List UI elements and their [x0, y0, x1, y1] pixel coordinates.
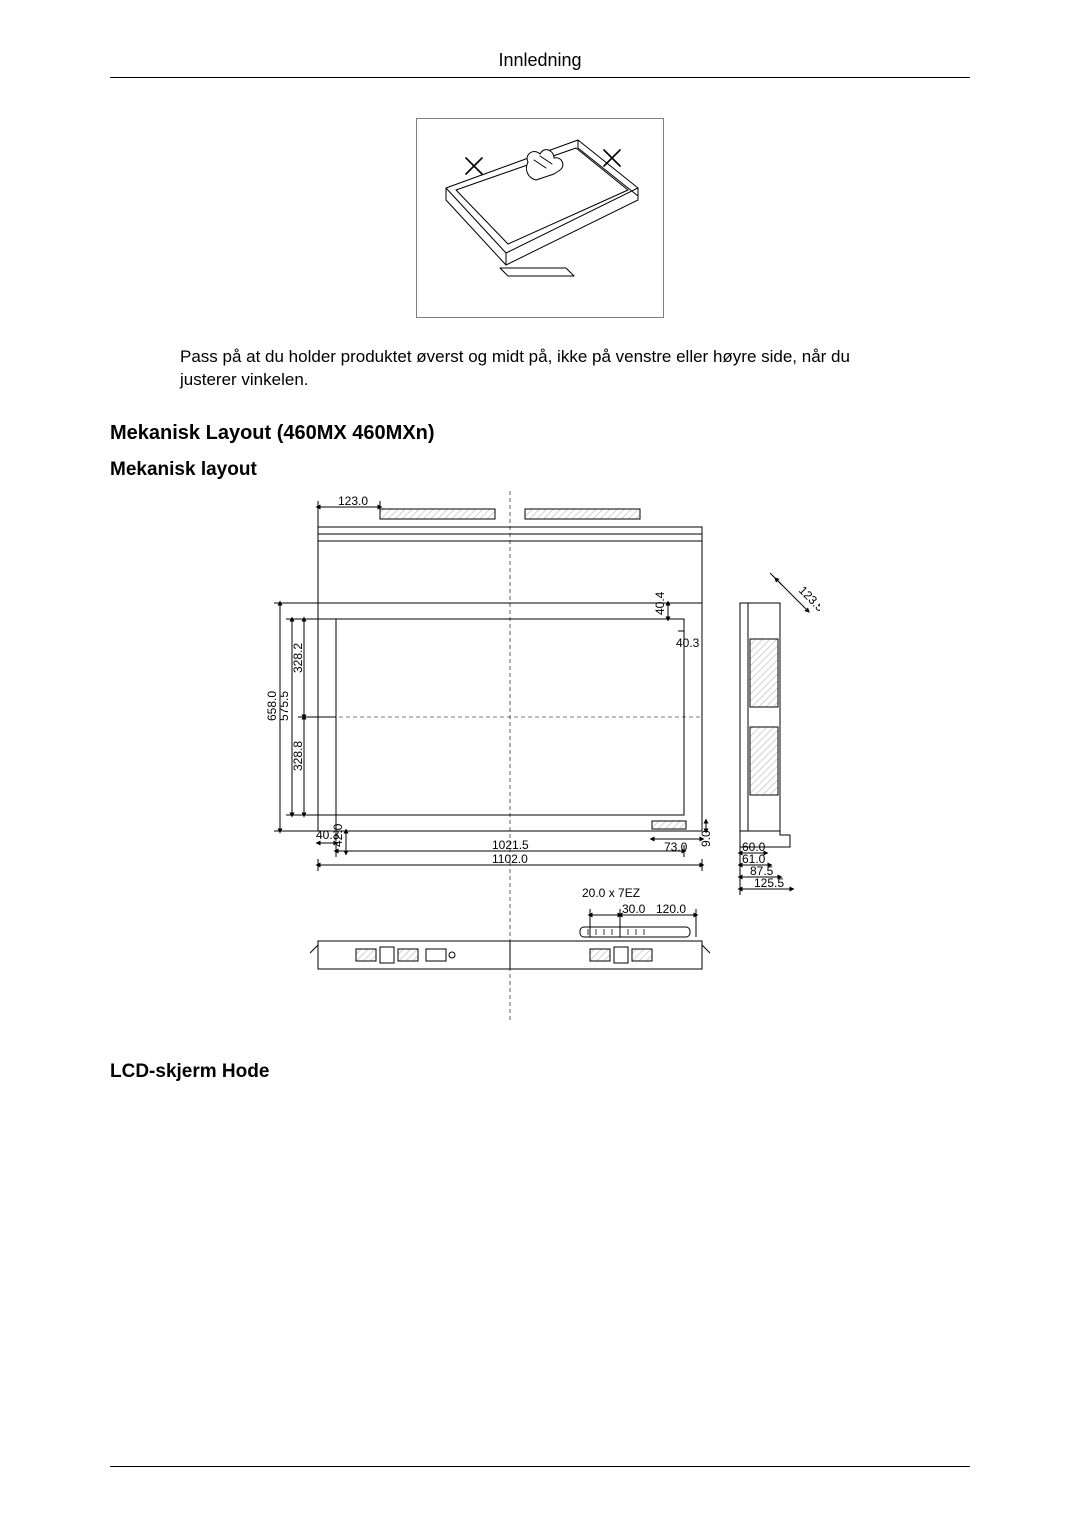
isometric-figure: [416, 118, 664, 318]
dim-depth-d: 125.5: [754, 876, 784, 890]
figure-caption: Pass på at du holder produktet øverst og…: [180, 346, 900, 392]
dim-vent-pitch: 20.0 x 7EZ: [582, 886, 640, 900]
heading-lcd-head: LCD-skjerm Hode: [110, 1061, 970, 1083]
header-rule: [110, 77, 970, 78]
dim-side-diag: 123.5: [796, 583, 820, 614]
page-root: Innledning: [0, 0, 1080, 1527]
page-header-title: Innledning: [110, 50, 970, 77]
dim-conn-h: 9.0: [699, 830, 713, 847]
footer-rule: [110, 1466, 970, 1467]
dim-w-outer: 1102.0: [492, 852, 528, 866]
dim-h-lower: 328.8: [291, 741, 305, 771]
dim-h-upper: 328.2: [291, 643, 305, 673]
dim-bezel-top: 40.4: [653, 591, 667, 615]
heading-mechanical-layout: Mekanisk Layout (460MX 460MXn): [110, 422, 970, 445]
dim-top-offset: 123.0: [338, 494, 368, 508]
dim-conn-offset: 73.0: [664, 840, 688, 854]
dim-vents-a: 30.0: [622, 902, 646, 916]
dim-bezel-right: 40.3: [676, 636, 700, 650]
subheading-mechanical-layout: Mekanisk layout: [110, 459, 970, 481]
dim-vents-b: 120.0: [656, 902, 686, 916]
dim-w-screen: 1021.5: [492, 838, 529, 852]
dim-h-screen: 575.5: [277, 691, 291, 721]
dim-inset: 42.0: [331, 823, 345, 847]
mechanical-drawing: 123.0 123.5 658.0 575.5 328.2 328.8 40.4…: [260, 491, 820, 1021]
